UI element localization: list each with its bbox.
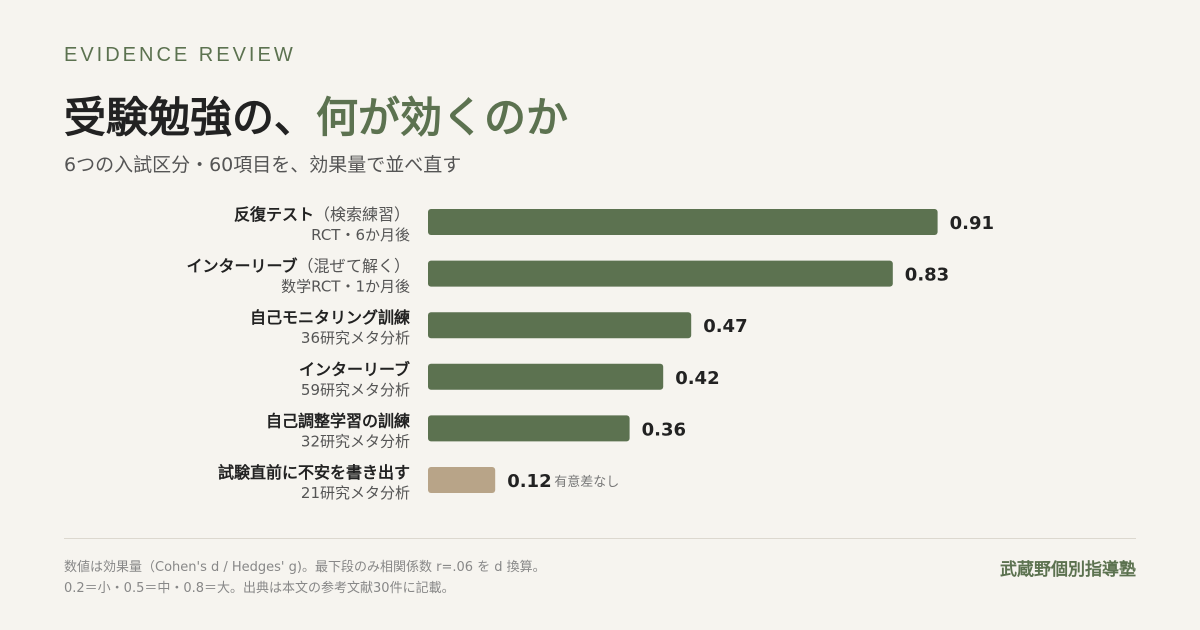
bar-1 [428, 260, 893, 287]
eyebrow-label: EVIDENCE REVIEW [64, 44, 296, 66]
bar-4 [428, 415, 630, 442]
value-label-1: 0.83 [905, 265, 949, 286]
bar-2 [428, 312, 692, 339]
footnote-line-1: 数値は効果量（Cohen's d / Hedges' g)。最下段のみ相関係数 … [64, 560, 546, 575]
value-label-0: 0.91 [950, 213, 994, 234]
category-qualifier-1: （混ぜて解く） [298, 257, 410, 276]
category-name-2: 自己モニタリング訓練 [250, 308, 410, 327]
bar-5 [428, 467, 496, 493]
footer-divider [64, 538, 1136, 539]
brand-name: 武蔵野個別指導塾 [1000, 560, 1136, 580]
value-note-5: 有意差なし [554, 474, 619, 490]
bar-0 [428, 209, 938, 235]
category-source-4: 32研究メタ分析 [301, 432, 410, 450]
value-label-4: 0.36 [642, 419, 686, 440]
category-label-3: インターリーブ [299, 360, 410, 379]
category-source-5: 21研究メタ分析 [301, 484, 410, 502]
category-label-4: 自己調整学習の訓練 [266, 411, 410, 430]
category-label-2: 自己モニタリング訓練 [250, 308, 410, 327]
value-label-3: 0.42 [675, 368, 719, 389]
category-name-5: 試験直前に不安を書き出す [218, 463, 410, 482]
category-qualifier-0: （検索練習） [314, 205, 410, 224]
value-label-5: 0.12 [507, 471, 551, 492]
category-name-4: 自己調整学習の訓練 [266, 411, 410, 430]
footnote-line-2: 0.2＝小・0.5＝中・0.8＝大。出典は本文の参考文献30件に記載。 [64, 581, 455, 596]
category-name-3: インターリーブ [299, 360, 410, 379]
category-source-2: 36研究メタ分析 [301, 329, 410, 347]
category-source-0: RCT・6か月後 [311, 226, 410, 244]
category-name-0: 反復テスト [234, 205, 314, 224]
page-subtitle: 6つの入試区分・60項目を、効果量で並べ直す [64, 154, 462, 176]
title-main: 受験勉強の、 [64, 93, 317, 142]
category-source-1: 数学RCT・1か月後 [281, 278, 410, 296]
category-source-3: 59研究メタ分析 [301, 381, 410, 399]
title-accent: 何が効くのか [316, 93, 569, 142]
page-title: 受験勉強の、何が効くのか [64, 84, 568, 145]
category-label-5: 試験直前に不安を書き出す [218, 463, 410, 482]
bar-3 [428, 363, 664, 390]
value-label-2: 0.47 [703, 316, 747, 337]
category-name-1: インターリーブ [186, 257, 297, 276]
category-label-1: インターリーブ（混ぜて解く） [186, 257, 410, 276]
category-label-0: 反復テスト（検索練習） [234, 205, 410, 224]
